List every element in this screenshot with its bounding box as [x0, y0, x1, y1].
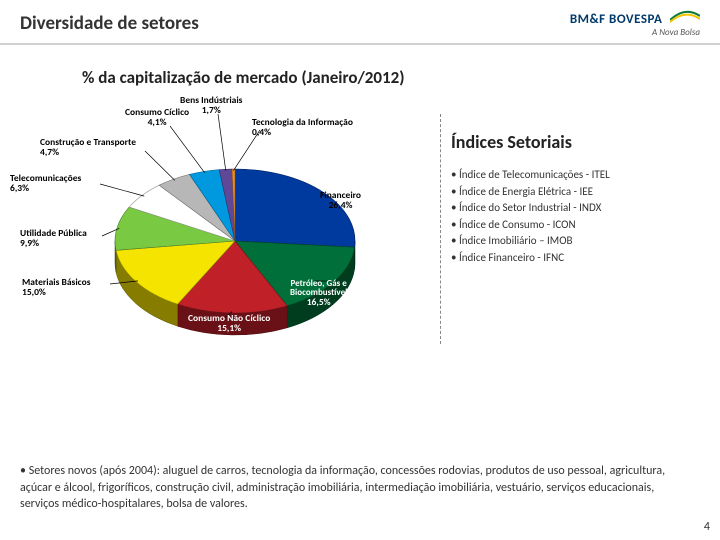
indices-list: Índice de Telecomunicações - ITELÍndice …	[451, 167, 710, 266]
pie-label-ti: Tecnologia da Informação 0,4%	[252, 118, 353, 138]
brand-logo: BM&F BOVESPA A Nova Bolsa	[570, 10, 700, 37]
vertical-divider	[440, 114, 441, 344]
pie-label-financeiro: Financeiro 26,4%	[320, 191, 361, 211]
indices-list-item: Índice de Telecomunicações - ITEL	[451, 167, 710, 184]
indices-list-item: Índice de Consumo - ICON	[451, 217, 710, 234]
brand-name: BM&F BOVESPA	[570, 12, 663, 27]
pie-label-bens-industriais: Bens Indústriais 1,7%	[180, 96, 242, 116]
page-number: 4	[704, 520, 710, 534]
header-bar: Diversidade de setores BM&F BOVESPA A No…	[0, 0, 720, 45]
indices-list-item: Índice Imobiliário – IMOB	[451, 233, 710, 250]
indices-list-item: Índice Financeiro - IFNC	[451, 250, 710, 267]
pie-label-consumo-nao-ciclico: Consumo Não Cíclico 15,1%	[188, 314, 270, 334]
pie-label-materiais: Materiais Básicos 15,0%	[22, 278, 91, 298]
indices-list-item: Índice do Setor Industrial - INDX	[451, 200, 710, 217]
content-row: Financeiro 26,4% Petróleo, Gás eBiocombu…	[0, 96, 720, 356]
pie-label-utilidade: Utilidade Pública 9,9%	[20, 229, 87, 249]
indices-list-item: Índice de Energia Elétrica - IEE	[451, 184, 710, 201]
pie-chart: Financeiro 26,4% Petróleo, Gás eBiocombu…	[10, 96, 440, 356]
chart-title: % da capitalização de mercado (Janeiro/2…	[82, 67, 720, 88]
brand-tagline: A Nova Bolsa	[570, 28, 700, 37]
slide-title: Diversidade de setores	[20, 12, 199, 35]
pie-label-petroleo: Petróleo, Gás eBiocombustível 16,5%	[290, 279, 347, 308]
footnote-text: • Setores novos (após 2004): aluguel de …	[20, 463, 690, 512]
indices-title: Índices Setoriais	[451, 131, 710, 153]
pie-label-telecom: Telecomunicações 6,3%	[10, 174, 81, 194]
pie-label-construcao: Construção e Transporte 4,7%	[40, 138, 136, 158]
indices-panel: Índices Setoriais Índice de Telecomunica…	[451, 96, 710, 266]
brand-swoosh-icon	[670, 10, 700, 28]
